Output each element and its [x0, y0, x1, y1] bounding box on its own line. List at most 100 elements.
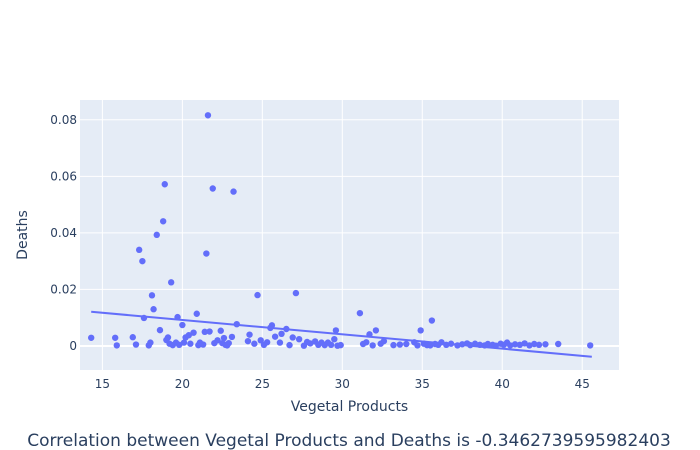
data-point [278, 330, 285, 338]
data-point [428, 317, 436, 324]
data-point [484, 340, 492, 348]
data-point [228, 333, 236, 341]
data-point [380, 337, 388, 345]
data-point [206, 328, 213, 335]
data-point [511, 341, 519, 348]
data-point [140, 314, 148, 322]
data-point [356, 309, 364, 317]
data-point [147, 339, 154, 346]
data-point [201, 328, 208, 336]
data-point [179, 321, 186, 329]
data-point [286, 341, 293, 349]
data-point [459, 341, 466, 348]
data-point [403, 340, 410, 348]
y-tick-label: 0 [69, 339, 77, 353]
x-tick-label: 40 [495, 377, 510, 391]
data-point [516, 341, 524, 349]
data-point [257, 337, 264, 344]
data-point [161, 181, 168, 188]
data-point [180, 339, 188, 346]
data-point [148, 292, 156, 299]
data-point [337, 341, 344, 349]
data-point [111, 334, 119, 341]
data-point [526, 342, 533, 349]
data-point [204, 112, 212, 119]
data-point [203, 250, 210, 257]
y-tick-label: 0.08 [50, 113, 77, 127]
data-point [220, 334, 228, 342]
data-point [214, 337, 221, 344]
data-point [427, 342, 434, 349]
data-point [289, 334, 296, 341]
data-point [190, 329, 197, 336]
x-tick-label: 35 [415, 377, 430, 391]
data-point [225, 339, 232, 347]
data-point [390, 341, 397, 349]
data-point [271, 333, 279, 340]
data-point [363, 339, 370, 346]
correlation-caption: Correlation between Vegetal Products and… [27, 431, 671, 450]
data-point [396, 341, 404, 348]
data-point [217, 327, 224, 334]
data-point [587, 342, 594, 349]
data-point [369, 342, 376, 349]
data-point [443, 341, 450, 349]
data-point [150, 306, 157, 313]
data-point [307, 340, 314, 347]
data-point [521, 340, 528, 347]
data-point [251, 340, 258, 347]
data-point [246, 331, 253, 338]
data-point [175, 341, 183, 349]
data-point [87, 334, 95, 341]
data-point [283, 325, 290, 333]
data-point [507, 342, 514, 349]
data-point [331, 335, 338, 343]
data-point [467, 341, 474, 349]
x-axis-title: Vegetal Products [291, 399, 408, 415]
x-tick-label: 15 [95, 377, 110, 391]
data-point [447, 340, 455, 347]
data-point [244, 337, 252, 345]
data-point [159, 218, 167, 225]
data-point [295, 335, 303, 343]
y-axis-title: Deaths [15, 210, 31, 260]
data-point [233, 320, 240, 328]
data-point [372, 327, 380, 334]
data-point [366, 331, 373, 338]
data-point [254, 291, 261, 299]
y-tick-label: 0.06 [50, 169, 77, 183]
data-points [87, 112, 594, 349]
data-point [471, 340, 479, 347]
data-point [193, 310, 200, 317]
data-point [555, 340, 562, 348]
data-point [268, 322, 276, 329]
data-point [476, 341, 484, 349]
data-point [156, 326, 164, 334]
data-point [129, 334, 136, 341]
trendline [91, 310, 592, 358]
data-point [292, 289, 300, 297]
data-point [209, 185, 216, 192]
data-point [135, 246, 143, 254]
data-point [153, 231, 160, 239]
data-point [199, 341, 207, 348]
data-point [167, 279, 175, 286]
y-tick-label: 0.02 [50, 282, 77, 296]
x-tick-label: 30 [335, 377, 350, 391]
data-point [174, 313, 181, 321]
data-point [492, 342, 500, 349]
data-point [263, 339, 271, 346]
x-tick-label: 45 [575, 377, 590, 391]
x-tick-labels: 15 20 25 30 35 40 45 [95, 377, 590, 391]
data-point [139, 257, 146, 265]
data-point [276, 339, 284, 346]
y-tick-label: 0.04 [50, 226, 77, 240]
data-point [187, 340, 194, 347]
data-point [230, 188, 237, 195]
data-point [327, 341, 335, 349]
data-point [332, 327, 340, 334]
data-point [531, 340, 538, 348]
data-point [414, 342, 421, 349]
trendline-layer [91, 310, 592, 358]
